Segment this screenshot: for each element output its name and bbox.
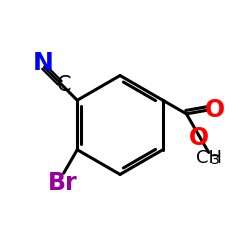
Text: O: O bbox=[189, 126, 209, 150]
Text: N: N bbox=[32, 50, 53, 74]
Text: Br: Br bbox=[48, 171, 77, 195]
Text: C: C bbox=[57, 75, 72, 95]
Text: O: O bbox=[204, 98, 225, 122]
Text: 3: 3 bbox=[211, 153, 220, 167]
Text: CH: CH bbox=[196, 149, 222, 167]
